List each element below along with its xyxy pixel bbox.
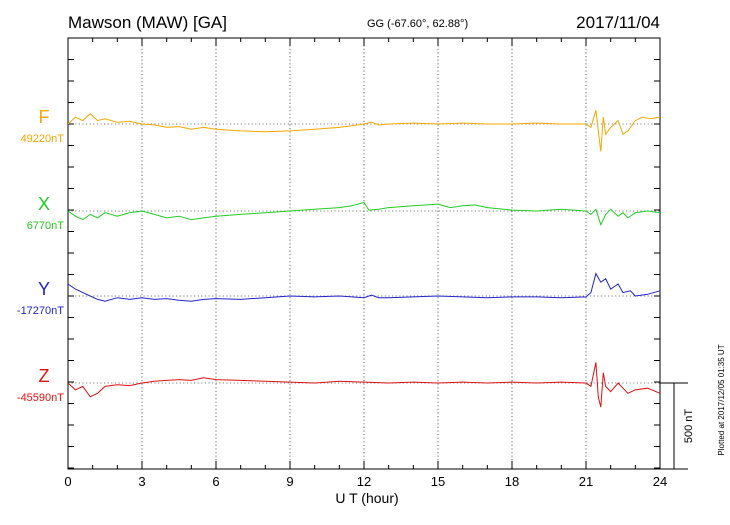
x-tick-label: 21	[579, 474, 593, 489]
series-layer: F 49220nT X 6770nT Y -17270nT Z -45590nT	[17, 107, 661, 408]
series-line-f	[67, 110, 661, 152]
x-axis: 0 3 6 9 12 15 18 21 24	[64, 38, 667, 489]
plotted-timestamp: Plotted at 2017/12/05 01:35 UT	[717, 344, 726, 455]
x-tick-label: 15	[431, 474, 445, 489]
series-name-z: Z	[39, 366, 50, 386]
station-title: Mawson (MAW) [GA]	[68, 13, 227, 32]
grid-lines	[141, 38, 587, 469]
series-name-y: Y	[38, 279, 50, 299]
x-tick-label: 6	[212, 474, 219, 489]
series-line-x	[67, 201, 661, 227]
series-line-z	[67, 362, 661, 408]
series-name-f: F	[39, 107, 50, 127]
x-tick-label: 3	[138, 474, 145, 489]
x-tick-label: 24	[653, 474, 667, 489]
series-line-y	[67, 272, 661, 302]
x-tick-label: 0	[64, 474, 71, 489]
series-baseline-label-x: 6770nT	[27, 220, 65, 232]
series-baseline-label-f: 49220nT	[21, 133, 65, 145]
series-baseline-label-y: -17270nT	[17, 305, 64, 317]
scale-bar-label: 500 nT	[683, 409, 695, 444]
plot-frame	[67, 37, 661, 470]
x-tick-label: 18	[505, 474, 519, 489]
date-label: 2017/11/04	[576, 13, 660, 32]
x-axis-label: U T (hour)	[335, 490, 398, 506]
x-tick-label: 9	[286, 474, 293, 489]
x-tick-label: 12	[357, 474, 371, 489]
scale-bar: 500 nT	[660, 382, 695, 470]
coordinates-label: GG (-67.60°, 62.88°)	[367, 18, 468, 30]
series-baseline-label-z: -45590nT	[17, 392, 64, 404]
series-name-x: X	[38, 194, 50, 214]
